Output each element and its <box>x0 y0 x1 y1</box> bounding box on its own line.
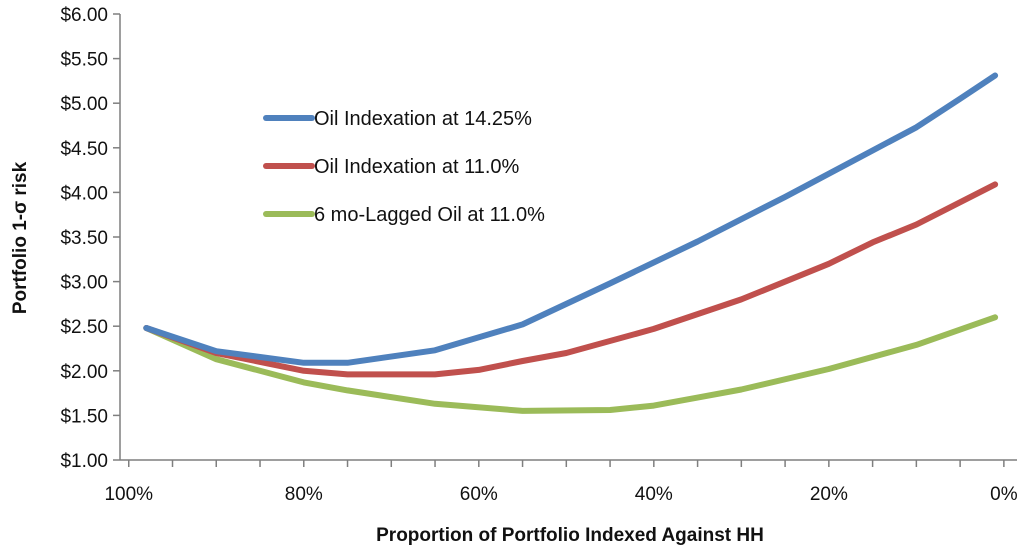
x-tick-label: 0% <box>990 484 1018 505</box>
y-tick-label: $1.50 <box>60 406 108 427</box>
x-axis-title: Proportion of Portfolio Indexed Against … <box>376 525 764 546</box>
legend-label: Oil Indexation at 11.0% <box>314 156 520 178</box>
series-line-1 <box>143 72 999 366</box>
x-tick-label: 40% <box>635 484 673 505</box>
series-lines <box>143 72 999 414</box>
x-tick-label: 20% <box>810 484 848 505</box>
axes <box>113 13 1017 467</box>
y-tick-label: $1.00 <box>60 451 108 472</box>
series-line-2 <box>143 181 999 378</box>
x-tick-label: 100% <box>104 484 153 505</box>
legend-label: Oil Indexation at 14.25% <box>314 108 532 130</box>
y-tick-label: $3.50 <box>60 228 108 249</box>
y-tick-label: $3.00 <box>60 273 108 294</box>
legend-label: 6 mo-Lagged Oil at 11.0% <box>314 204 545 226</box>
y-tick-label: $2.00 <box>60 362 108 383</box>
x-tick-label: 60% <box>460 484 498 505</box>
y-tick-label: $5.00 <box>60 94 108 115</box>
series-line-3 <box>143 314 999 414</box>
y-tick-labels: $1.00 $1.50 $2.00 $2.50 $3.00 $3.50 $4.00 $4.50… <box>60 5 108 472</box>
y-tick-label: $2.50 <box>60 317 108 338</box>
x-tick-labels: 100% 80% 60% 40% 20% 0% <box>104 484 1017 505</box>
y-tick-label: $6.00 <box>60 5 108 26</box>
y-tick-label: $5.50 <box>60 50 108 71</box>
y-tick-label: $4.50 <box>60 139 108 160</box>
legend: Oil Indexation at 14.25% Oil Indexation a… <box>263 108 545 226</box>
x-tick-label: 80% <box>285 484 323 505</box>
y-tick-label: $4.00 <box>60 183 108 204</box>
y-axis-title: Portfolio 1-σ risk <box>10 161 31 314</box>
